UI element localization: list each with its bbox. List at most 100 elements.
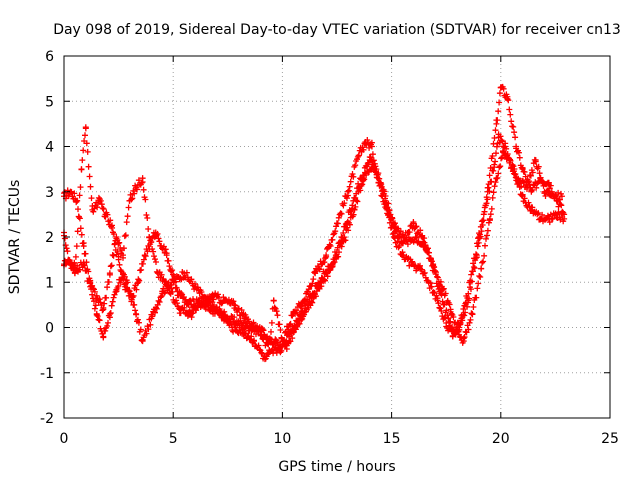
data-point: [447, 306, 454, 313]
data-point: [377, 179, 384, 186]
data-point: [491, 161, 498, 168]
data-point: [460, 338, 467, 345]
data-point: [349, 202, 356, 209]
data-point: [528, 206, 535, 213]
data-point: [74, 265, 81, 272]
data-point: [159, 288, 166, 295]
data-point: [561, 215, 568, 222]
data-point: [506, 157, 513, 164]
data-point: [100, 333, 107, 340]
data-point: [334, 220, 340, 227]
data-marks: [61, 83, 568, 363]
data-point: [152, 229, 159, 236]
data-point: [399, 252, 406, 259]
data-point: [87, 283, 94, 290]
data-point: [113, 288, 120, 295]
y-tick-label: 0: [45, 321, 54, 337]
data-point: [119, 252, 126, 259]
data-point: [449, 333, 456, 340]
data-point: [80, 243, 87, 250]
data-point: [340, 238, 347, 245]
y-tick-label: -1: [40, 366, 54, 382]
data-point: [412, 234, 419, 240]
data-point: [550, 193, 557, 200]
data-point: [115, 256, 122, 263]
data-point: [366, 157, 373, 164]
plus-markers: [61, 124, 567, 362]
data-point: [541, 188, 548, 195]
data-point: [307, 292, 314, 299]
data-point: [499, 148, 506, 155]
y-tick-label: 1: [45, 275, 54, 291]
data-point: [513, 143, 520, 150]
data-point: [285, 333, 292, 340]
data-point: [469, 310, 476, 317]
data-point: [473, 252, 480, 259]
data-point: [318, 274, 325, 281]
data-point: [82, 125, 89, 132]
data-point: [251, 338, 258, 345]
data-point: [192, 283, 199, 290]
data-point: [209, 292, 216, 299]
data-point: [434, 297, 441, 304]
data-point: [395, 234, 402, 240]
data-point: [154, 270, 161, 277]
data-point: [253, 324, 260, 331]
grid-layer: [64, 56, 610, 418]
data-point: [78, 166, 85, 173]
data-point: [362, 138, 369, 145]
data-point: [272, 347, 279, 354]
y-tick-label: -2: [40, 411, 54, 427]
data-point: [181, 270, 188, 277]
x-tick-label: 5: [169, 431, 178, 447]
data-point: [545, 215, 552, 222]
data-point: [486, 215, 493, 222]
data-point: [443, 319, 450, 326]
data-point: [275, 342, 282, 349]
data-point: [355, 152, 362, 159]
data-point: [416, 265, 423, 272]
data-point: [532, 157, 539, 164]
data-point: [133, 310, 140, 317]
data-point: [519, 193, 526, 200]
data-point: [240, 329, 247, 336]
x-tick-label: 25: [601, 431, 619, 447]
data-point: [148, 315, 155, 322]
data-point: [231, 301, 238, 308]
data-point: [146, 234, 153, 240]
data-point: [445, 315, 452, 322]
y-tick-label: 5: [45, 94, 54, 110]
data-point: [360, 175, 367, 182]
data-point: [93, 292, 100, 299]
data-point: [519, 166, 526, 173]
data-point: [67, 261, 74, 268]
data-point: [165, 283, 172, 290]
data-point: [425, 279, 432, 286]
data-point: [128, 292, 135, 299]
data-point: [545, 179, 552, 186]
data-point: [478, 265, 485, 272]
axis-ticks: 0 5 10 15 20 25 -2 -1 0 1 2 3 4 5 6: [40, 49, 619, 447]
data-point: [220, 297, 227, 304]
data-point: [139, 175, 146, 182]
data-point: [218, 310, 225, 317]
chart-title: Day 098 of 2019, Sidereal Day-to-day VTE…: [53, 22, 621, 38]
data-point: [207, 306, 214, 313]
data-point: [421, 243, 428, 250]
data-point: [198, 301, 205, 308]
data-point: [100, 306, 107, 313]
data-point: [106, 270, 113, 277]
data-point: [89, 206, 96, 213]
x-tick-label: 0: [60, 431, 69, 447]
data-point: [261, 356, 268, 363]
data-point: [113, 234, 120, 240]
data-point: [174, 288, 181, 295]
data-point: [368, 161, 375, 168]
data-point: [122, 283, 129, 290]
y-tick-label: 6: [45, 49, 54, 65]
y-tick-label: 4: [45, 140, 54, 156]
data-point: [296, 315, 303, 322]
data-point: [502, 143, 509, 150]
data-point: [344, 188, 351, 195]
